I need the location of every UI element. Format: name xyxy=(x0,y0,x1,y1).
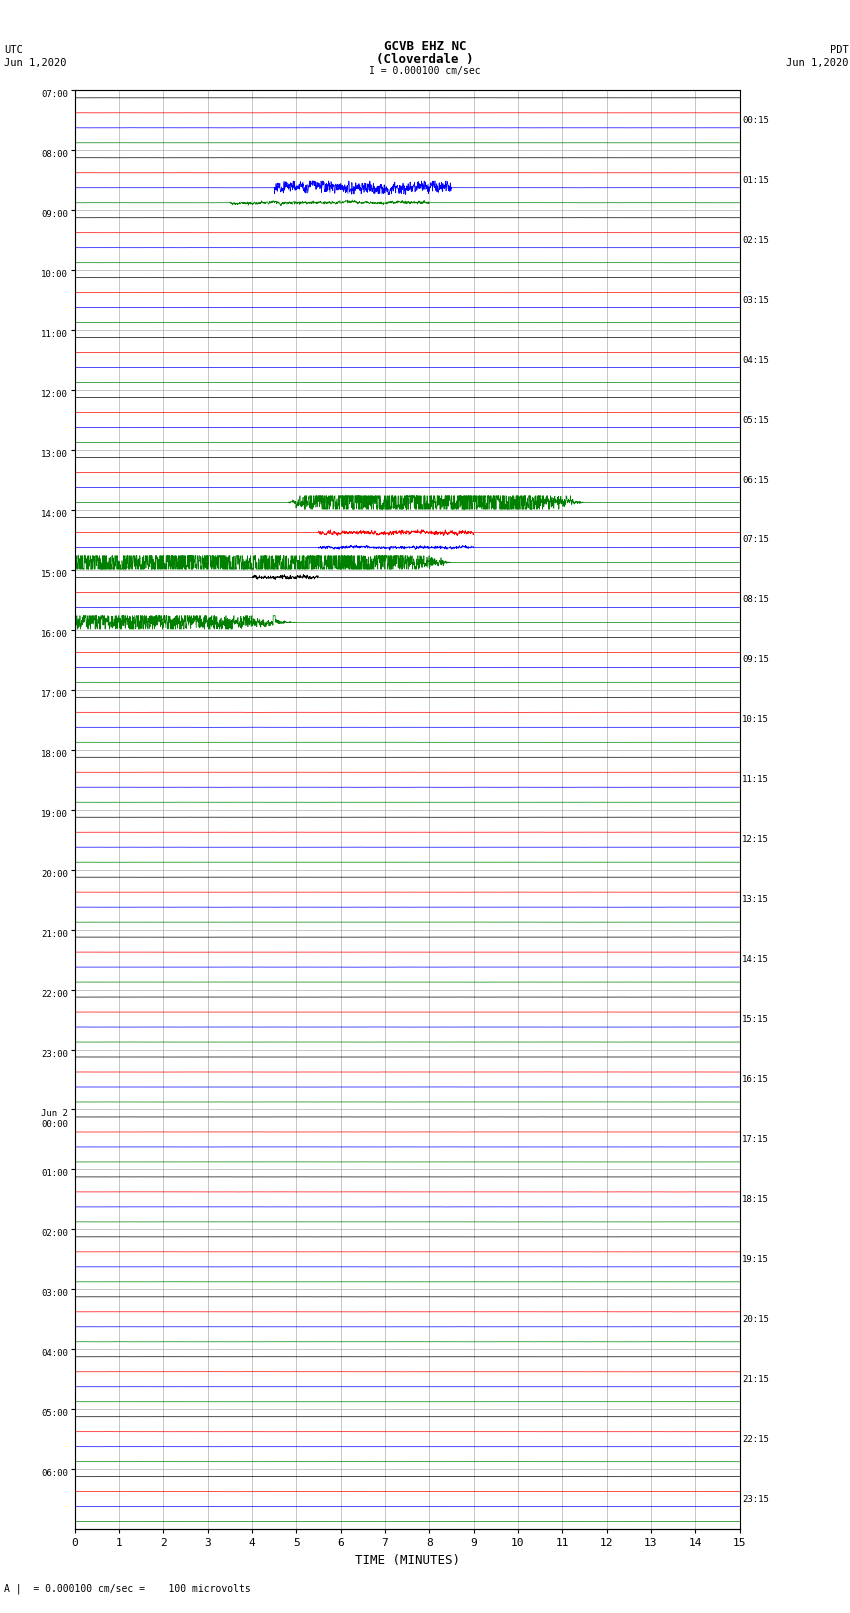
Text: GCVB EHZ NC: GCVB EHZ NC xyxy=(383,40,467,53)
Text: UTC: UTC xyxy=(4,45,23,55)
X-axis label: TIME (MINUTES): TIME (MINUTES) xyxy=(354,1553,460,1566)
Text: I = 0.000100 cm/sec: I = 0.000100 cm/sec xyxy=(369,66,481,76)
Text: Jun 1,2020: Jun 1,2020 xyxy=(4,58,67,68)
Text: PDT: PDT xyxy=(830,45,848,55)
Text: A |  = 0.000100 cm/sec =    100 microvolts: A | = 0.000100 cm/sec = 100 microvolts xyxy=(4,1582,251,1594)
Text: Jun 1,2020: Jun 1,2020 xyxy=(785,58,848,68)
Text: (Cloverdale ): (Cloverdale ) xyxy=(377,53,473,66)
